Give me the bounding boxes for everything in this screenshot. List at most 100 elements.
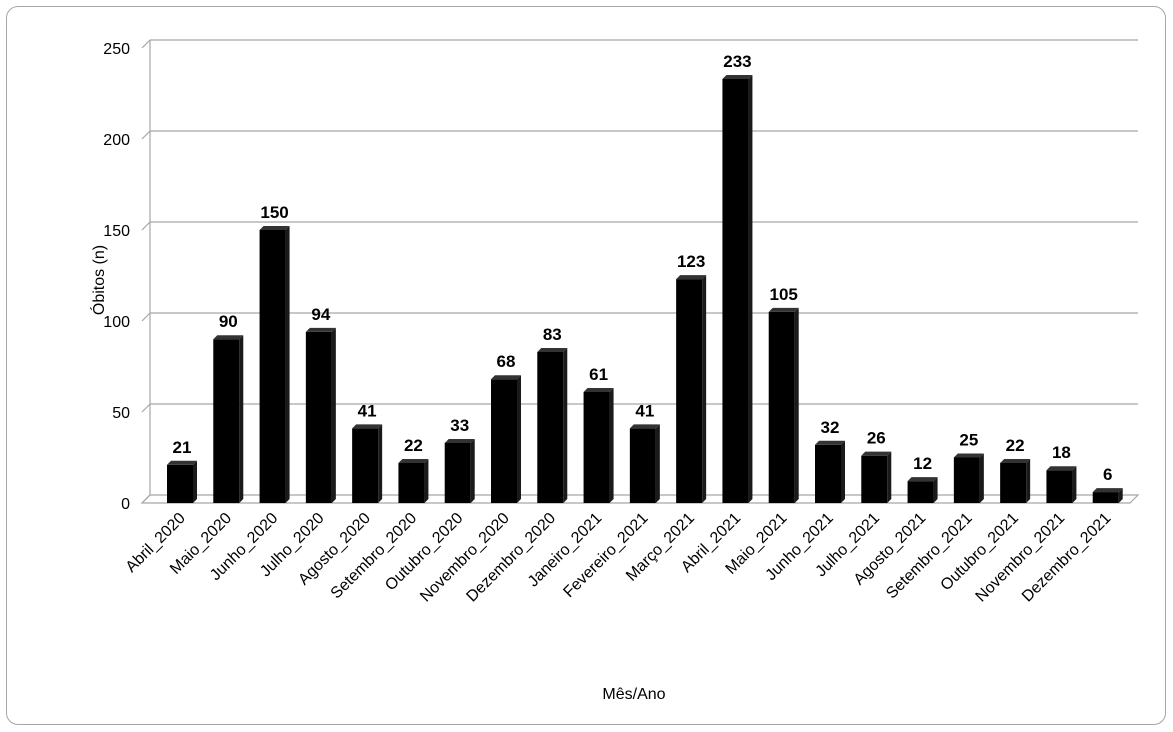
bar-top [722,74,753,79]
x-tick-label: Dezembro_2021 [1019,510,1115,606]
bar-top [583,387,614,392]
data-label: 41 [358,401,377,420]
data-label: 22 [404,436,423,455]
data-label: 6 [1103,465,1112,484]
bar-top [259,226,290,230]
x-axis-ticks: Abril_2020Maio_2020Junho_2020Julho_2020A… [123,510,1115,606]
bar-front [352,428,379,503]
data-labels: 21 90 150 94 41 22 33 68 83 61 41 123 233 105 32 26 12 25… [173,52,1113,484]
bar-top [861,451,892,456]
bar-side [424,458,429,503]
bar-side [655,424,660,503]
bar-side [1026,458,1031,503]
bar-Abril_2020 [167,460,197,503]
data-label: 12 [913,454,932,473]
bar-Novembro_2021 [1046,466,1077,503]
data-label: 21 [173,438,192,457]
gridline-150 [141,221,151,231]
gridline-250 [141,39,151,49]
bar-front [722,78,749,503]
data-label: 33 [450,416,469,435]
bar-top [1046,466,1077,471]
bar-front [1000,462,1027,503]
data-label: 68 [497,352,516,371]
bar-front [167,464,193,503]
bar-Fevereiro_2021 [629,424,660,503]
bar-front [768,311,795,503]
bar-front [444,442,471,503]
data-label: 61 [589,365,608,384]
bar-front [1046,470,1073,503]
bar-front [629,428,656,503]
bar-side [378,424,383,503]
bar-Junho_2020 [259,226,290,503]
bar-front [259,230,286,503]
bar-front [213,339,240,503]
data-label: 25 [959,431,978,450]
y-axis-title: Óbitos (n) [89,245,108,315]
bar-front [815,444,841,503]
y-tick-label: 150 [103,223,130,240]
x-axis-title: Mês/Ano [602,686,665,703]
x-tick-label: Fevereiro_2021 [560,510,651,601]
bar-Dezembro_2020 [537,347,568,503]
bar-side [517,375,521,503]
bar-top [352,424,383,429]
data-label: 150 [260,203,288,222]
bars [167,74,1123,503]
bar-Setembro_2020 [398,458,429,503]
bar-side [609,387,614,503]
bar-top [1092,488,1123,493]
bar-front [583,391,610,503]
bar-front [907,481,934,503]
bar-top [213,335,244,340]
bar-Julho_2021 [861,451,892,503]
bar-top [768,307,799,312]
bar-side [933,477,938,503]
data-label: 105 [770,285,798,304]
bar-top [305,327,336,332]
bar-side [239,335,244,503]
bar-Agosto_2020 [352,424,383,503]
bar-side [470,438,475,503]
bar-front [676,279,703,503]
floor [140,494,1140,504]
gridline-100 [141,312,151,322]
bar-side [887,451,892,503]
data-label: 26 [867,429,886,448]
bar-top [491,375,521,380]
bar-Maio_2021 [768,307,799,503]
bar-front [491,379,517,503]
bar-Abril_2021 [722,74,753,503]
data-label: 32 [821,418,840,437]
bar-Setembro_2021 [953,453,984,503]
bar-Janeiro_2021 [583,387,614,503]
bar-side [979,453,984,503]
bar-front [953,457,980,503]
bar-front [305,331,332,503]
bar-side [702,275,707,503]
bar-top [398,458,429,463]
data-label: 123 [677,252,705,271]
bar-Novembro_2020 [491,375,521,503]
bar-top [444,438,475,443]
bar-Outubro_2020 [444,438,475,503]
bar-top [167,460,197,465]
data-label: 90 [219,312,238,331]
y-tick-label: 250 [103,41,130,58]
bar-front [861,455,888,503]
bar-Dezembro_2021 [1092,488,1123,503]
y-axis-ticks: 0 50 100 150 200 250 [103,41,130,513]
bar-side [193,460,197,503]
data-label: 22 [1006,436,1025,455]
bar-front [398,462,425,503]
data-label: 233 [723,52,751,71]
bar-Outubro_2021 [1000,458,1031,503]
bar-side [1072,466,1077,503]
data-label: 41 [635,401,654,420]
data-label: 94 [311,305,330,324]
y-tick-label: 200 [103,132,130,149]
y-tick-label: 50 [112,405,130,422]
bar-front [1092,492,1119,503]
